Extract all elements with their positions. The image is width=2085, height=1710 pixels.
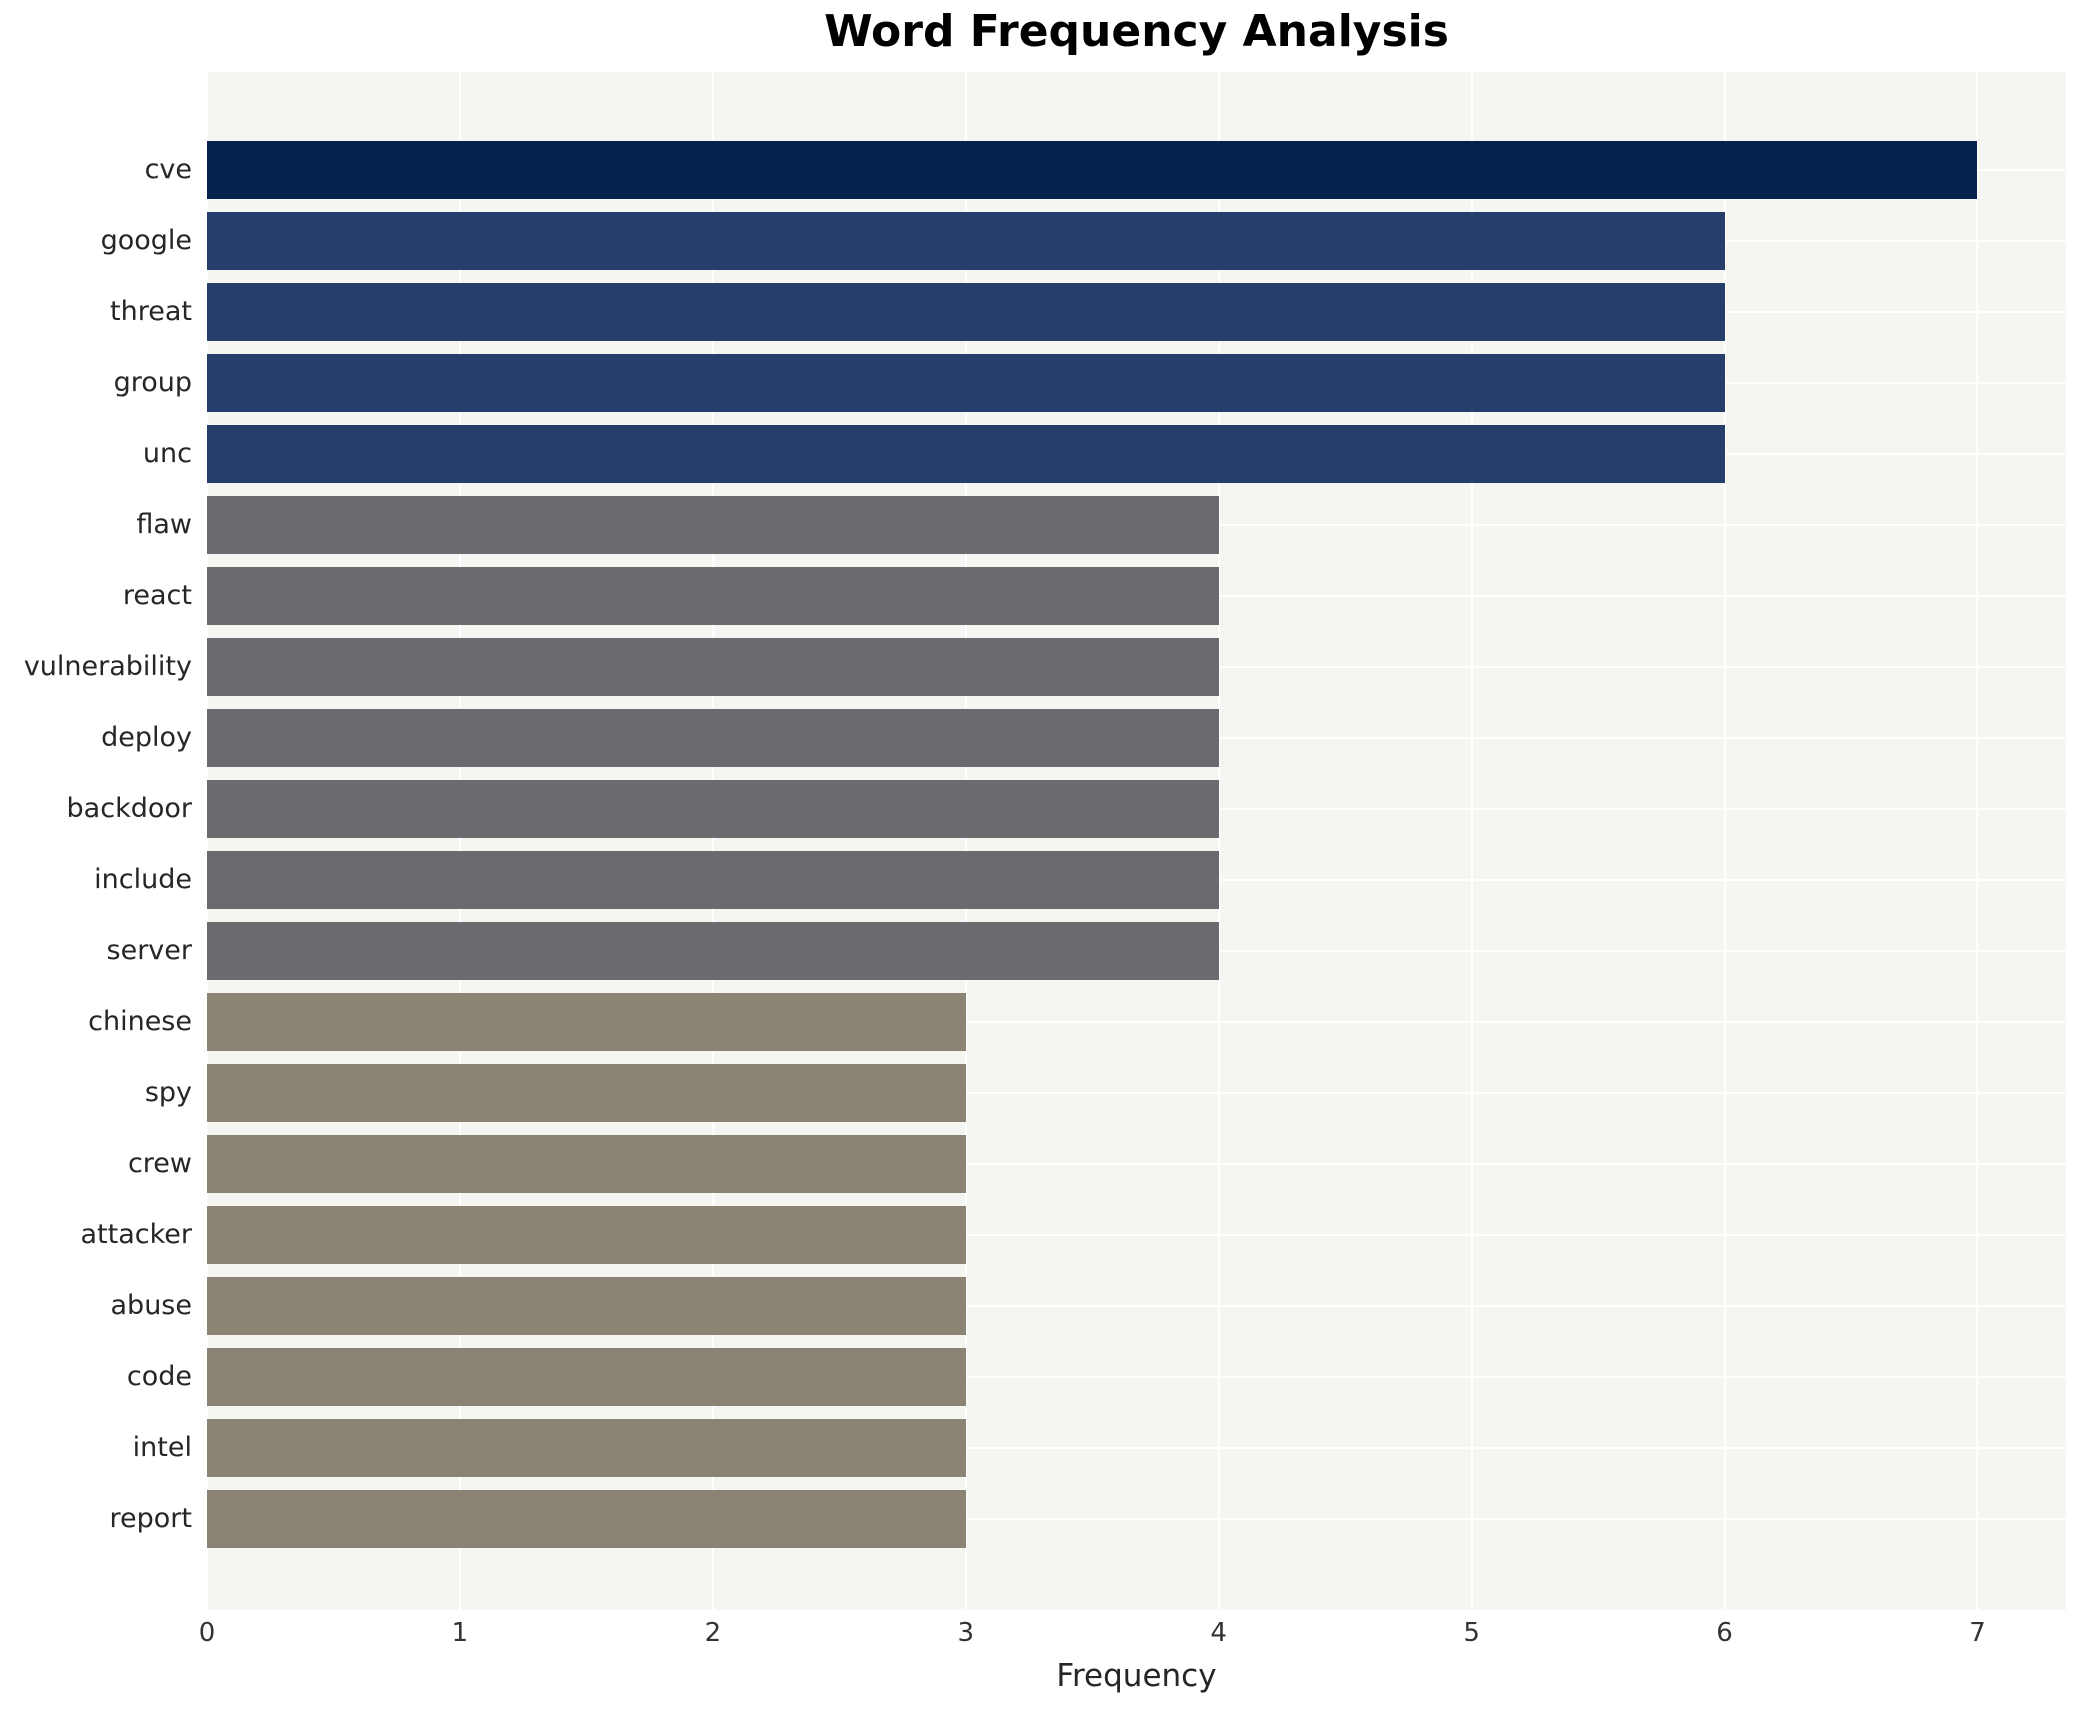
- category-label-attacker: attacker: [80, 1218, 193, 1250]
- category-label-code: code: [126, 1360, 192, 1392]
- bar-unc: [207, 424, 1725, 483]
- category-label-google: google: [100, 224, 192, 256]
- vertical-gridline-5: [1470, 72, 1473, 1610]
- horizontal-gridline-attacker: [207, 1233, 2066, 1236]
- category-label-group: group: [113, 366, 192, 398]
- x-tick-1: 1: [451, 1618, 469, 1648]
- vertical-gridline-3: [964, 72, 967, 1610]
- category-label-report: report: [109, 1502, 192, 1534]
- x-tick-3: 3: [957, 1618, 975, 1648]
- category-label-unc: unc: [142, 437, 192, 469]
- bar-backdoor: [207, 779, 1219, 838]
- x-tick-2: 2: [704, 1618, 722, 1648]
- vertical-gridline-4: [1217, 72, 1220, 1610]
- category-label-flaw: flaw: [136, 508, 192, 540]
- bar-react: [207, 566, 1219, 625]
- category-label-include: include: [94, 863, 192, 895]
- bar-chinese: [207, 992, 966, 1051]
- category-label-backdoor: backdoor: [66, 792, 192, 824]
- bar-report: [207, 1489, 966, 1548]
- bar-code: [207, 1347, 966, 1406]
- bar-threat: [207, 282, 1725, 341]
- horizontal-gridline-crew: [207, 1162, 2066, 1165]
- vertical-gridline-7: [1976, 72, 1979, 1610]
- category-label-intel: intel: [132, 1431, 192, 1463]
- category-label-threat: threat: [110, 295, 192, 327]
- category-label-abuse: abuse: [110, 1289, 192, 1321]
- bar-attacker: [207, 1205, 966, 1264]
- vertical-gridline-2: [711, 72, 714, 1610]
- category-label-chinese: chinese: [88, 1005, 192, 1037]
- category-label-react: react: [122, 579, 192, 611]
- bar-group: [207, 353, 1725, 412]
- x-tick-5: 5: [1463, 1618, 1480, 1648]
- category-label-crew: crew: [127, 1147, 192, 1179]
- bar-intel: [207, 1418, 966, 1477]
- x-tick-6: 6: [1716, 1618, 1733, 1648]
- x-tick-4: 4: [1210, 1618, 1227, 1648]
- horizontal-gridline-abuse: [207, 1304, 2066, 1307]
- bar-deploy: [207, 708, 1219, 767]
- category-label-deploy: deploy: [101, 721, 192, 753]
- category-label-cve: cve: [144, 153, 192, 185]
- horizontal-gridline-intel: [207, 1446, 2066, 1449]
- horizontal-gridline-report: [207, 1517, 2066, 1520]
- bar-flaw: [207, 495, 1219, 554]
- bar-abuse: [207, 1276, 966, 1335]
- vertical-gridline-1: [458, 72, 461, 1610]
- category-label-vulnerability: vulnerability: [23, 650, 192, 682]
- category-label-server: server: [106, 934, 192, 966]
- bar-spy: [207, 1063, 966, 1122]
- horizontal-gridline-chinese: [207, 1020, 2066, 1023]
- horizontal-gridline-code: [207, 1375, 2066, 1378]
- category-label-spy: spy: [144, 1076, 192, 1108]
- x-tick-7: 7: [1969, 1618, 1986, 1648]
- vertical-gridline-6: [1723, 72, 1726, 1610]
- x-tick-0: 0: [198, 1618, 216, 1648]
- vertical-gridline-0: [206, 72, 208, 1610]
- bar-crew: [207, 1134, 966, 1193]
- horizontal-gridline-spy: [207, 1091, 2066, 1094]
- bar-google: [207, 211, 1725, 270]
- bar-include: [207, 850, 1219, 909]
- bar-vulnerability: [207, 637, 1219, 696]
- x-axis-label: Frequency: [1056, 1658, 1217, 1694]
- bar-cve: [207, 140, 1978, 199]
- plot-area: [206, 72, 2066, 1610]
- bar-server: [207, 921, 1219, 980]
- chart-title: Word Frequency Analysis: [824, 6, 1449, 57]
